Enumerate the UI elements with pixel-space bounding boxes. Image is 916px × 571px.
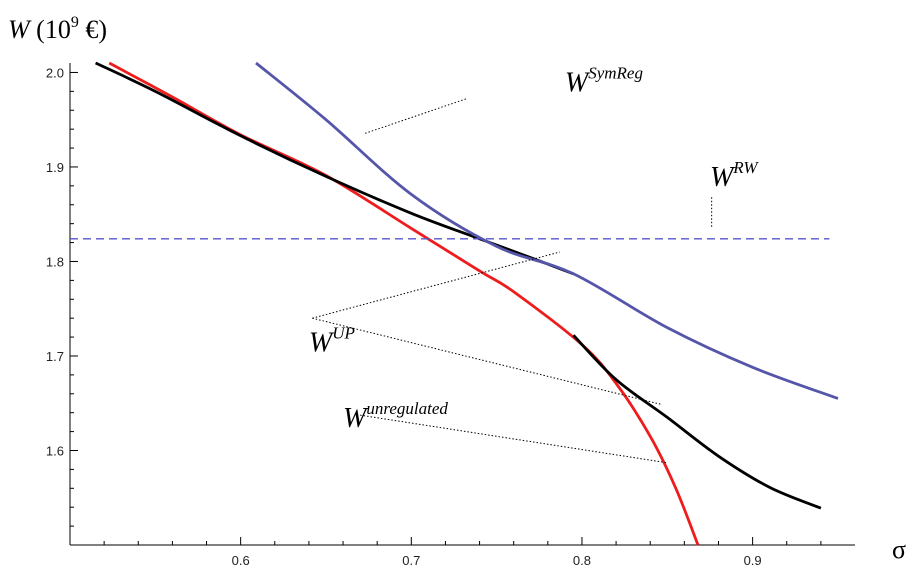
annotation-label: WSymReg <box>565 63 643 98</box>
x-tick-label: 0.6 <box>232 553 250 568</box>
y-tick-label: 1.9 <box>46 160 64 175</box>
y-axis-title: W (109 €) <box>8 14 107 44</box>
x-tick-label: 0.7 <box>402 553 420 568</box>
annotation-leader <box>356 414 668 464</box>
series-group <box>70 61 839 546</box>
series-line-w-symreg <box>255 61 839 400</box>
annotation-label: WRW <box>710 158 759 193</box>
x-tick-label: 0.8 <box>573 553 591 568</box>
annotations: WSymReg WRW WUP Wunregulated <box>309 63 759 464</box>
y-tick-label: 2.0 <box>46 65 64 80</box>
annotation-label: Wunregulated <box>343 399 448 434</box>
y-tick-label: 1.8 <box>46 254 64 269</box>
series-line-w-unregulated <box>108 61 700 546</box>
axes: 0.6 0.7 0.8 0.9 1.6 1.7 1.8 1.9 2.0 <box>46 63 855 568</box>
y-tick-label: 1.7 <box>46 349 64 364</box>
annotation-leader <box>312 251 560 319</box>
series-line-w-up-seg2 <box>572 334 822 510</box>
y-tick-label: 1.6 <box>46 443 64 458</box>
annotation-leader <box>312 317 661 405</box>
x-axis-title: σ <box>892 535 906 564</box>
annotation-leader <box>363 98 467 135</box>
x-tick-label: 0.9 <box>744 553 762 568</box>
annotation-label: WUP <box>309 323 355 358</box>
svg-text:W (109 €): W (109 €) <box>8 14 107 44</box>
series-line-w-up-seg1 <box>94 61 574 276</box>
